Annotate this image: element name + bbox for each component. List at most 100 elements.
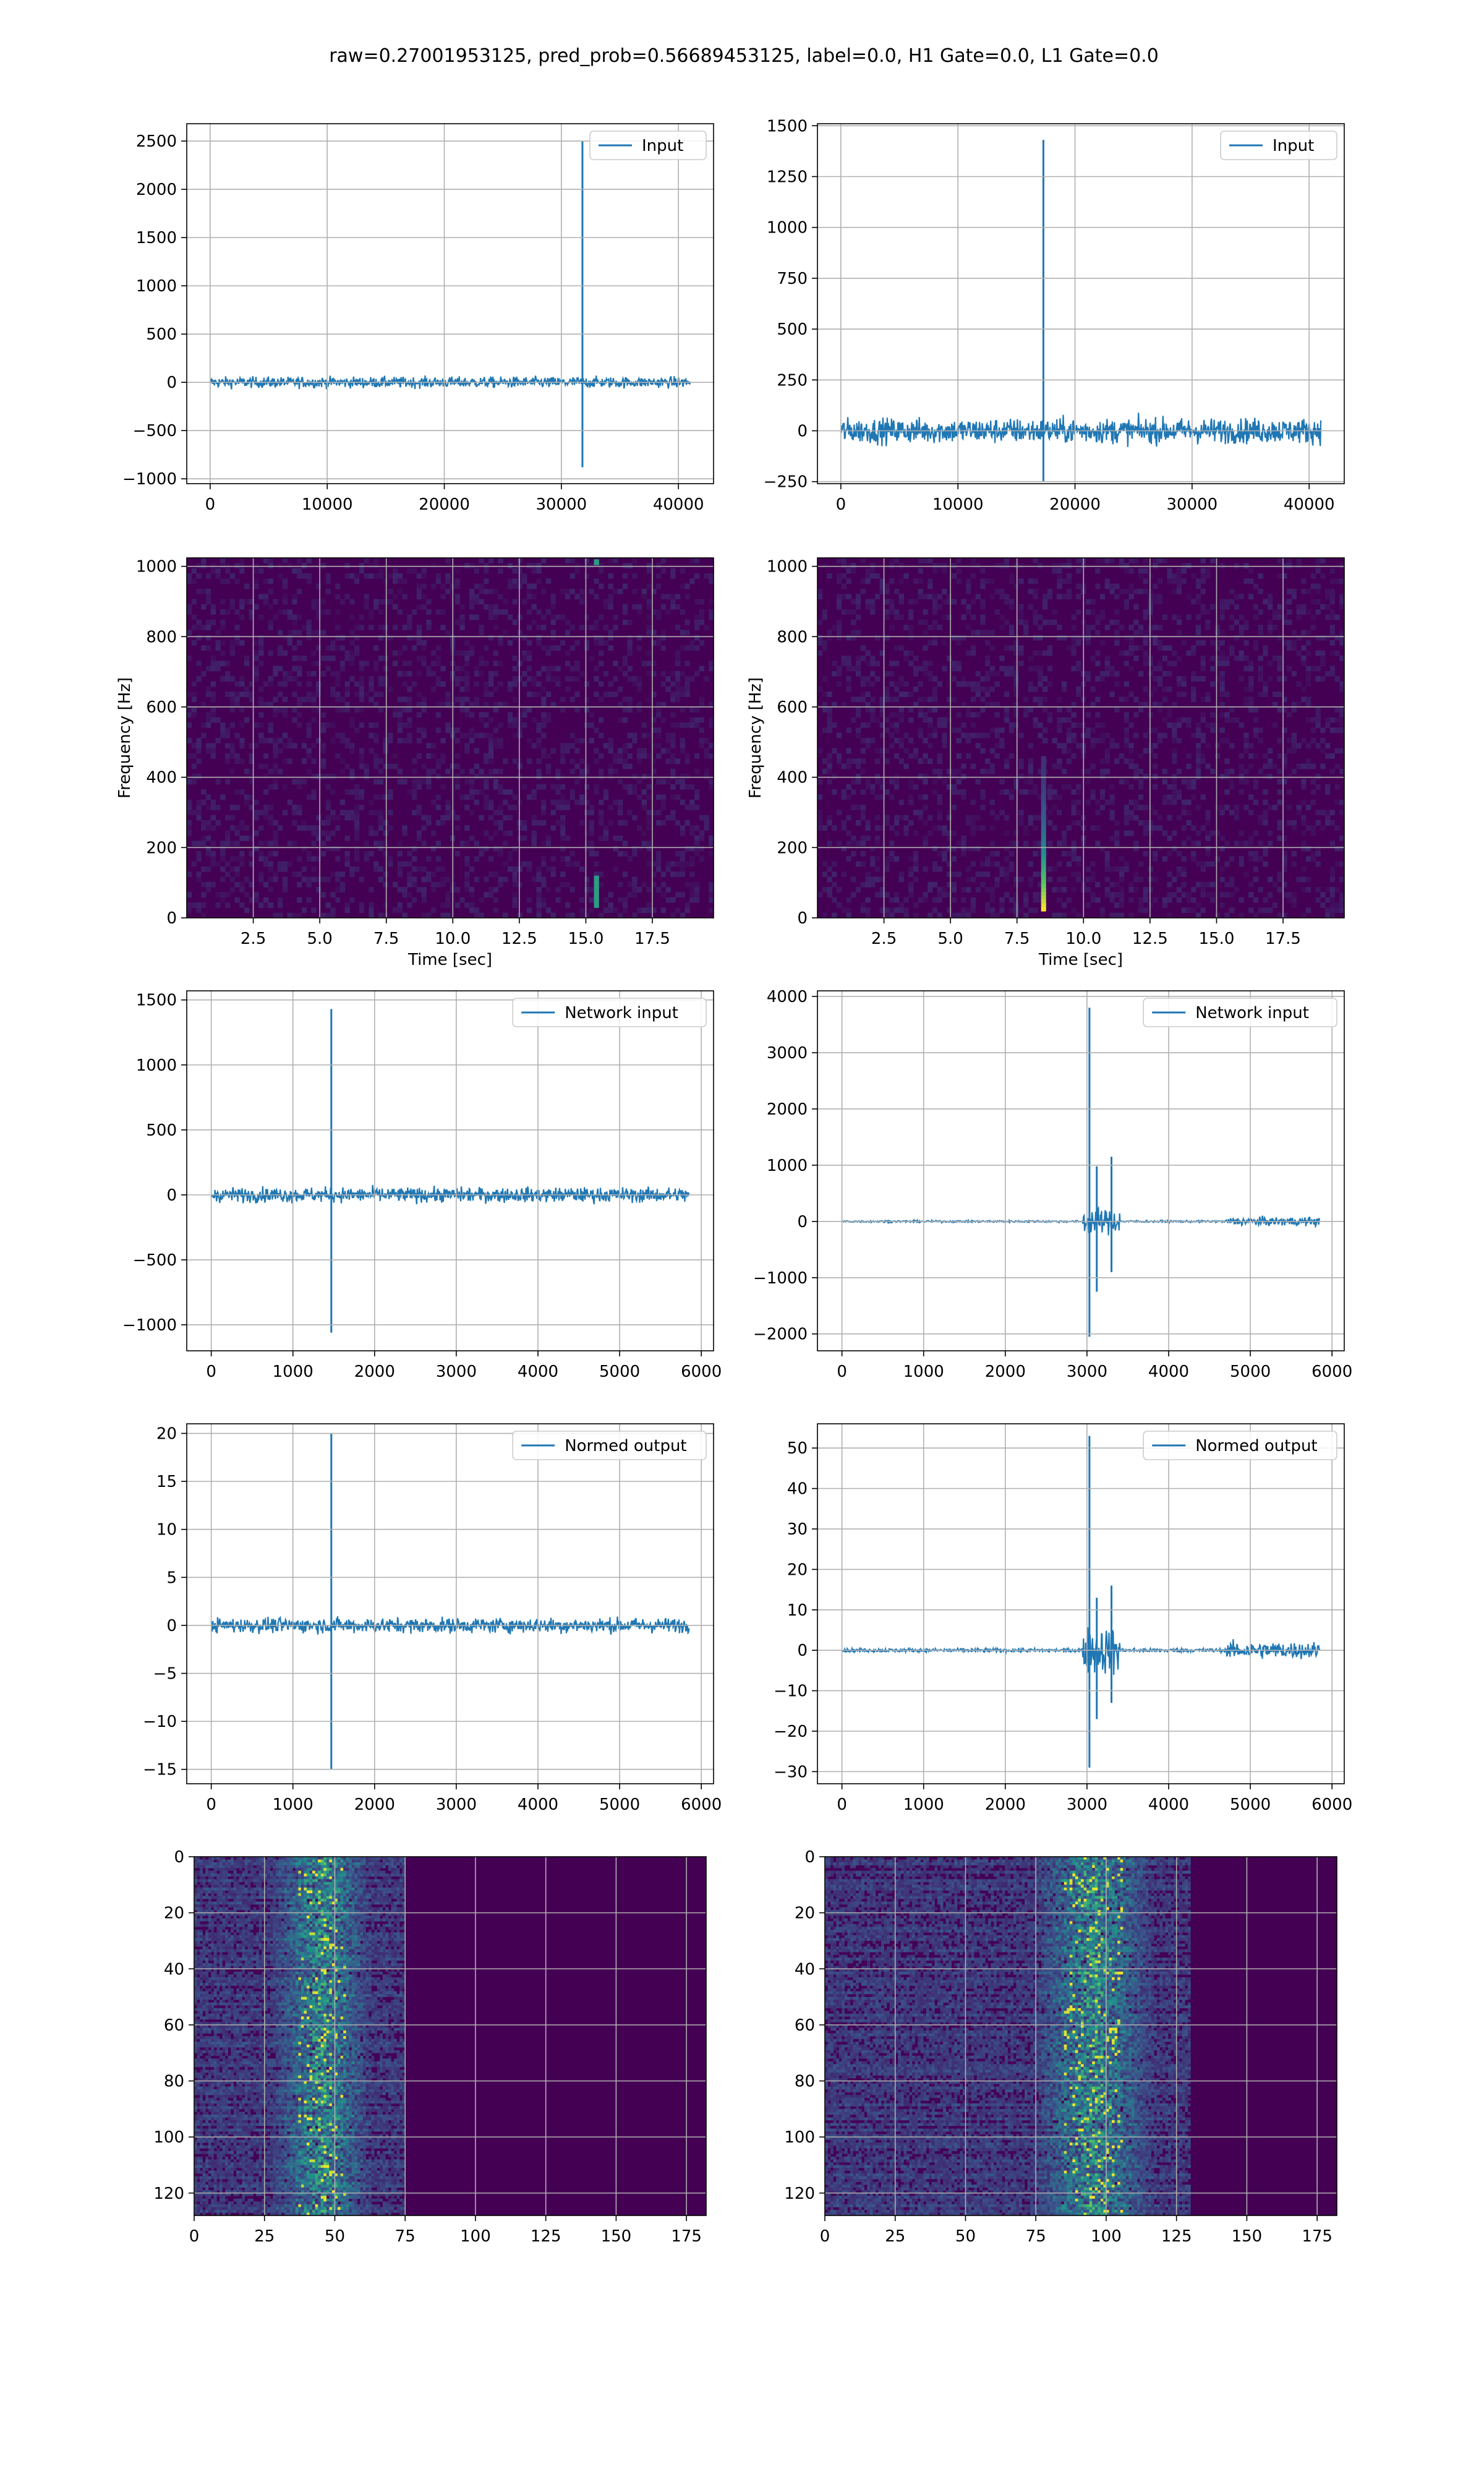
heatmap-cell: [589, 887, 594, 892]
heatmap-cell: [1224, 768, 1230, 774]
heatmap-cell: [670, 743, 676, 749]
heatmap-cell: [1195, 881, 1201, 888]
heatmap-cell: [522, 635, 527, 641]
heatmap-cell: [646, 794, 652, 800]
heatmap-cell: [469, 650, 475, 656]
heatmap-cell: [541, 645, 547, 651]
heatmap-cell: [416, 691, 422, 697]
heatmap-cell: [536, 738, 542, 743]
heatmap-cell: [354, 856, 360, 862]
heatmap-cell: [1277, 753, 1282, 759]
heatmap-cell: [841, 794, 846, 800]
heatmap-cell: [961, 681, 966, 687]
heatmap-cell: [512, 892, 518, 898]
heatmap-cell: [579, 907, 585, 914]
heatmap-cell: [1176, 588, 1182, 594]
heatmap-cell: [1004, 599, 1010, 605]
heatmap-cell: [817, 594, 823, 600]
heatmap-cell: [306, 897, 312, 903]
heatmap-cell: [975, 563, 981, 569]
heatmap-cell: [278, 738, 283, 743]
heatmap-cell: [397, 866, 403, 872]
heatmap-cell: [1004, 594, 1010, 600]
heatmap-cell: [694, 794, 700, 800]
heatmap-cell: [407, 717, 412, 723]
heatmap-cell: [985, 871, 991, 877]
heatmap-cell: [545, 841, 552, 847]
heatmap-cell: [989, 666, 996, 672]
heatmap-cell: [589, 588, 594, 594]
heatmap-cell: [459, 707, 465, 713]
heatmap-cell: [1205, 763, 1211, 769]
heatmap-cell: [675, 722, 681, 728]
heatmap-cell: [994, 876, 1000, 883]
heatmap-cell: [484, 753, 489, 759]
heatmap-cell: [306, 630, 312, 636]
heatmap-cell: [1013, 712, 1019, 718]
heatmap-cell: [474, 856, 479, 862]
heatmap-cell: [684, 784, 690, 790]
heatmap-cell: [512, 655, 518, 661]
heatmap-cell: [378, 707, 384, 713]
heatmap-cell: [1062, 594, 1067, 600]
heatmap-cell: [970, 645, 976, 651]
heatmap-cell: [1028, 907, 1034, 914]
heatmap-cell: [244, 799, 250, 805]
heatmap-cell: [870, 738, 876, 743]
heatmap-cell: [675, 892, 681, 898]
heatmap-cell: [393, 568, 398, 574]
heatmap-cell: [205, 686, 211, 692]
heatmap-cell: [865, 738, 871, 743]
heatmap-cell: [402, 661, 407, 667]
heatmap-cell: [1119, 779, 1125, 785]
heatmap-cell: [344, 850, 350, 857]
heatmap-cell: [258, 712, 264, 718]
heatmap-cell: [947, 871, 952, 877]
heatmap-cell: [1028, 789, 1034, 795]
heatmap-cell: [937, 866, 942, 872]
heatmap-cell: [1090, 861, 1096, 867]
heatmap-cell: [1239, 630, 1244, 636]
heatmap-cell: [846, 841, 851, 847]
heatmap-cell: [874, 758, 881, 764]
heatmap-cell: [416, 594, 422, 600]
heatmap-cell: [1320, 635, 1326, 641]
heatmap-cell: [1296, 876, 1302, 883]
heatmap-cell: [680, 670, 686, 677]
heatmap-cell: [651, 907, 657, 914]
heatmap-cell: [1167, 712, 1172, 718]
heatmap-cell: [191, 902, 197, 908]
heatmap-cell: [541, 897, 547, 903]
heatmap-cell: [994, 563, 1000, 569]
heatmap-cell: [402, 645, 407, 651]
heatmap-cell: [229, 573, 235, 579]
heatmap-cell: [1263, 686, 1268, 692]
heatmap-cell: [942, 743, 947, 749]
heatmap-cell: [215, 666, 221, 672]
heatmap-cell: [999, 563, 1005, 569]
heatmap-cell: [893, 820, 900, 826]
heatmap-cell: [1138, 707, 1144, 713]
heatmap-cell: [937, 897, 942, 903]
heatmap-cell: [918, 588, 923, 594]
heatmap-cell: [541, 666, 547, 672]
heatmap-cell: [383, 738, 388, 743]
heatmap-cell: [1128, 897, 1134, 903]
y-tick-label: −10: [143, 1713, 177, 1731]
heatmap-cell: [412, 856, 417, 862]
heatmap-cell: [874, 841, 881, 847]
heatmap-cell: [589, 907, 594, 914]
heatmap-cell: [201, 820, 207, 826]
heatmap-cell: [1205, 696, 1211, 703]
heatmap-cell: [258, 640, 264, 646]
heatmap-cell: [421, 661, 427, 667]
heatmap-cell: [1210, 640, 1216, 646]
heatmap-cell: [1195, 722, 1201, 728]
heatmap-cell: [412, 897, 417, 903]
heatmap-cell: [1277, 768, 1282, 774]
heatmap-cell: [1258, 625, 1263, 630]
heatmap-cell: [627, 666, 633, 672]
heatmap-cell: [484, 701, 489, 708]
heatmap-cell: [493, 670, 498, 677]
heatmap-cell: [1143, 558, 1148, 563]
